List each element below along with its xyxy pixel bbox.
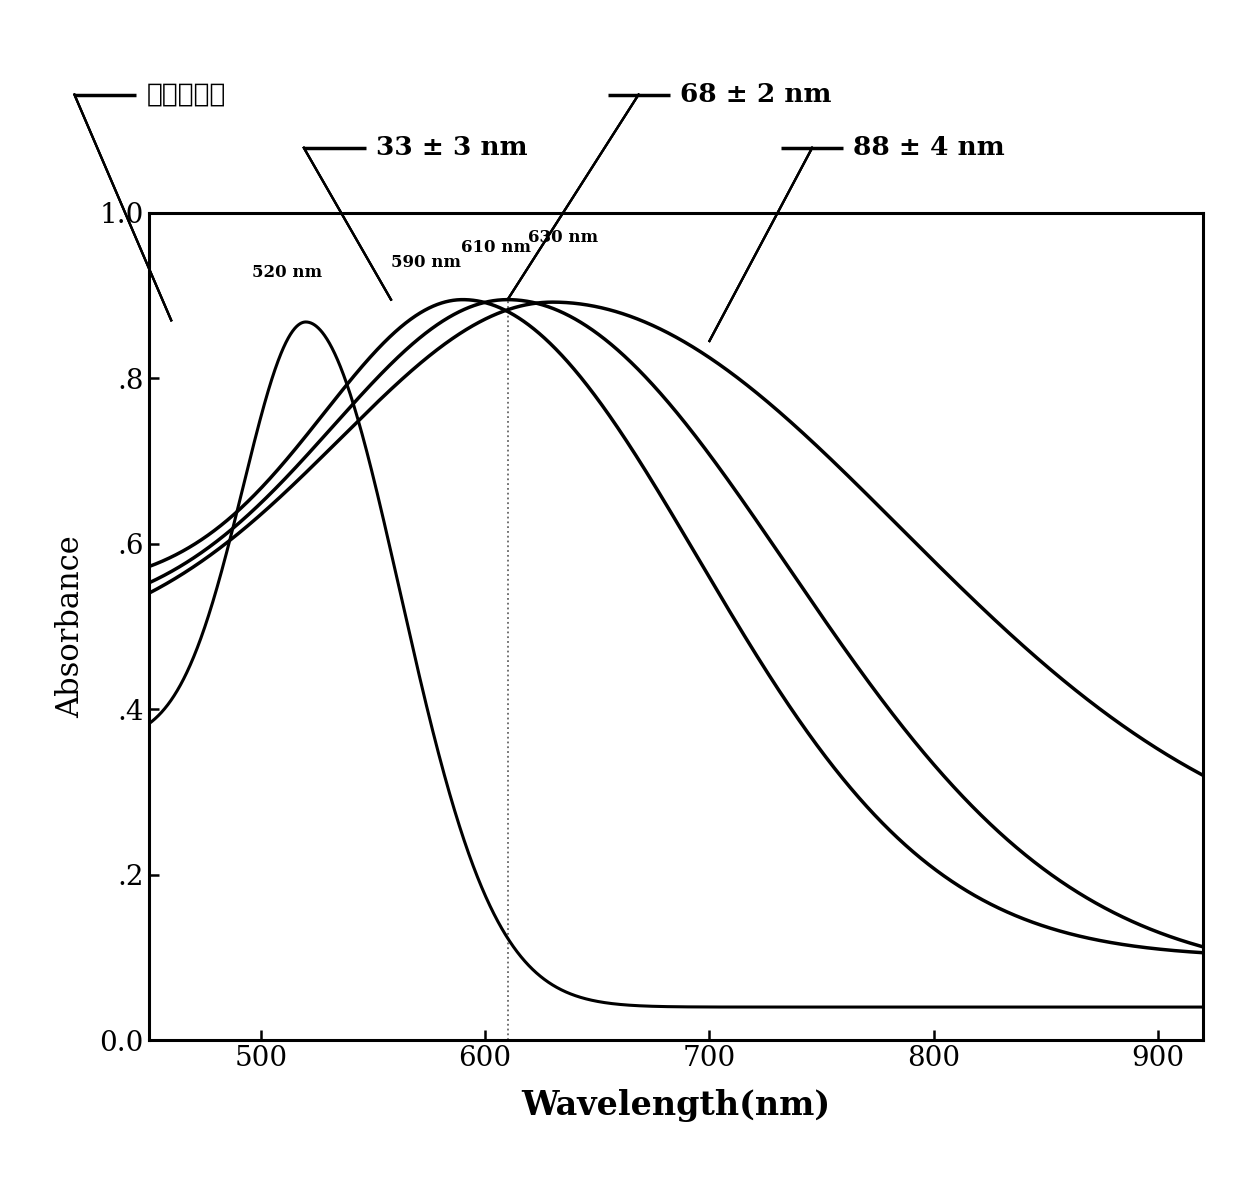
Y-axis label: Absorbance: Absorbance — [55, 535, 86, 717]
Text: 33 ± 3 nm: 33 ± 3 nm — [376, 135, 527, 161]
Text: 590 nm: 590 nm — [391, 254, 461, 271]
Text: 88 ± 4 nm: 88 ± 4 nm — [853, 135, 1004, 161]
Text: 68 ± 2 nm: 68 ± 2 nm — [680, 82, 831, 108]
Text: 630 nm: 630 nm — [528, 229, 598, 246]
Text: 胶体金种子: 胶体金种子 — [146, 82, 226, 108]
X-axis label: Wavelength(nm): Wavelength(nm) — [521, 1089, 831, 1122]
Text: 610 nm: 610 nm — [460, 239, 531, 255]
Text: 520 nm: 520 nm — [252, 264, 322, 280]
